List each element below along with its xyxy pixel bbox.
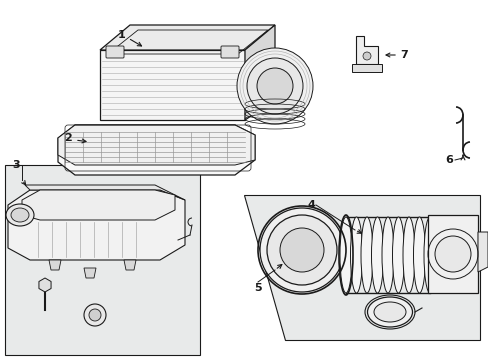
Ellipse shape <box>360 217 372 293</box>
FancyBboxPatch shape <box>106 46 124 58</box>
Ellipse shape <box>423 217 435 293</box>
Text: 6: 6 <box>444 155 452 165</box>
Polygon shape <box>244 25 274 120</box>
Ellipse shape <box>402 217 414 293</box>
Text: 4: 4 <box>307 200 315 210</box>
Ellipse shape <box>11 208 29 222</box>
Circle shape <box>257 68 292 104</box>
Ellipse shape <box>350 217 362 293</box>
Polygon shape <box>84 268 96 278</box>
Polygon shape <box>477 232 487 272</box>
Circle shape <box>89 309 101 321</box>
Text: 3: 3 <box>12 160 20 170</box>
FancyBboxPatch shape <box>5 165 200 355</box>
Circle shape <box>434 236 470 272</box>
Ellipse shape <box>367 297 412 327</box>
Polygon shape <box>355 36 377 64</box>
Polygon shape <box>25 185 184 200</box>
Ellipse shape <box>6 204 34 226</box>
Circle shape <box>280 228 324 272</box>
Text: 5: 5 <box>254 283 261 293</box>
Circle shape <box>246 58 303 114</box>
Ellipse shape <box>373 302 405 322</box>
Circle shape <box>362 52 370 60</box>
Polygon shape <box>8 190 184 260</box>
Polygon shape <box>22 190 175 220</box>
FancyBboxPatch shape <box>221 46 239 58</box>
Polygon shape <box>100 25 274 50</box>
Ellipse shape <box>381 217 393 293</box>
Polygon shape <box>351 64 381 72</box>
Circle shape <box>237 48 312 124</box>
Circle shape <box>266 215 336 285</box>
Circle shape <box>260 208 343 292</box>
Circle shape <box>84 304 106 326</box>
Polygon shape <box>427 215 477 293</box>
Ellipse shape <box>392 217 404 293</box>
Ellipse shape <box>371 217 383 293</box>
Ellipse shape <box>413 217 425 293</box>
Polygon shape <box>58 125 254 175</box>
Ellipse shape <box>339 217 351 293</box>
Polygon shape <box>58 125 254 165</box>
Polygon shape <box>244 195 479 340</box>
Text: 2: 2 <box>64 133 72 143</box>
Polygon shape <box>100 50 244 120</box>
Text: 1: 1 <box>117 30 125 40</box>
Text: 7: 7 <box>399 50 407 60</box>
Polygon shape <box>124 260 136 270</box>
Polygon shape <box>49 260 61 270</box>
